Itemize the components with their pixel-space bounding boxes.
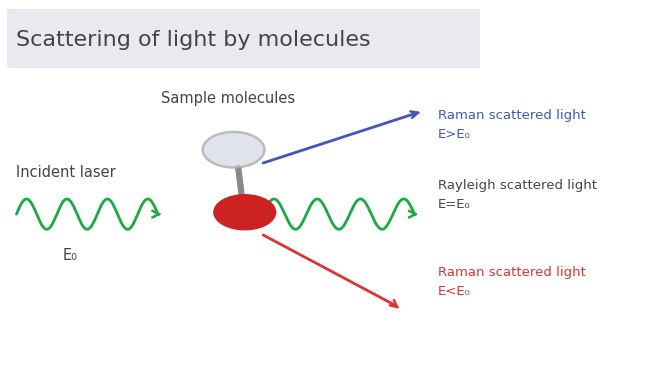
Text: Sample molecules: Sample molecules (161, 91, 295, 106)
Text: Raman scattered light: Raman scattered light (438, 109, 586, 122)
Text: E<E₀: E<E₀ (438, 285, 470, 298)
Circle shape (213, 194, 276, 230)
Text: E=E₀: E=E₀ (438, 198, 470, 211)
Text: Rayleigh scattered light: Rayleigh scattered light (438, 179, 597, 192)
Text: Scattering of light by molecules: Scattering of light by molecules (16, 30, 371, 50)
Text: E₀: E₀ (63, 248, 78, 263)
Text: E>E₀: E>E₀ (438, 128, 470, 141)
Text: Raman scattered light: Raman scattered light (438, 266, 586, 279)
Text: Incident laser: Incident laser (16, 165, 116, 180)
FancyBboxPatch shape (7, 9, 480, 68)
Circle shape (203, 132, 265, 168)
